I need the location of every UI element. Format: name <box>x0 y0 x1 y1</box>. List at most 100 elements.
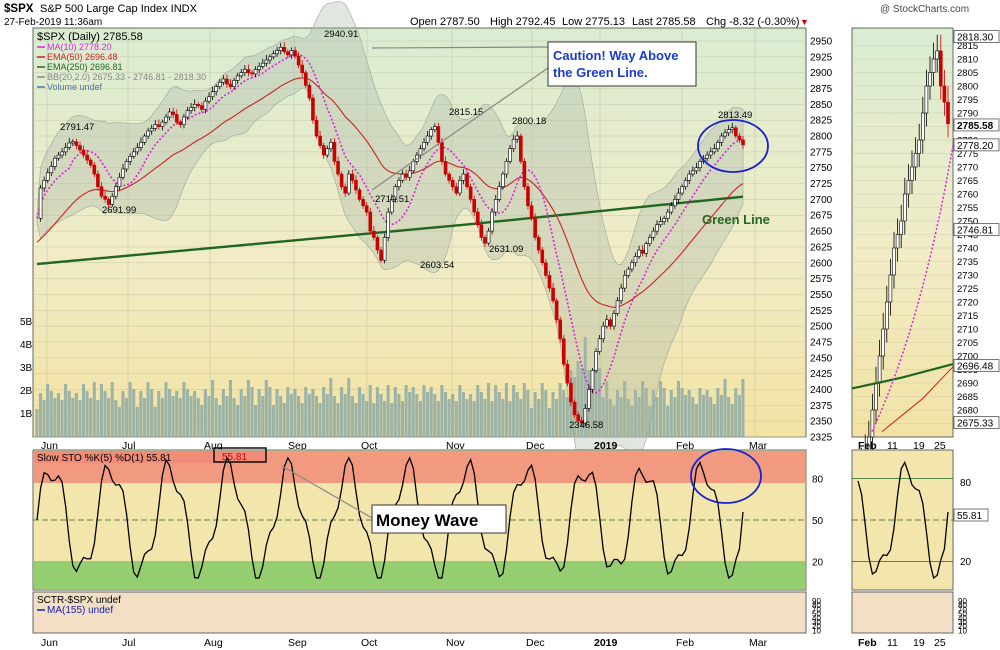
candle-body <box>336 161 340 175</box>
candle-body <box>268 56 272 61</box>
price-point-label: 2603.54 <box>420 260 454 271</box>
volume-bar <box>529 408 534 437</box>
price-tick-label: 2725 <box>810 179 833 190</box>
zoom-tick-label: 2815 <box>957 41 978 52</box>
zoom-tick-label: 2735 <box>957 257 978 268</box>
candle-body <box>637 249 641 257</box>
volume-bar <box>676 381 680 437</box>
volume-bar <box>490 401 494 437</box>
volume-bar <box>293 389 297 437</box>
candle-body <box>644 243 649 254</box>
volume-bar <box>580 368 584 437</box>
candle-body <box>88 159 93 166</box>
volume-bar <box>644 388 648 437</box>
volume-bar <box>74 393 78 437</box>
volume-bar <box>289 394 293 437</box>
candle-body <box>60 151 64 156</box>
volume-bar <box>157 391 161 437</box>
caution-callout-text: the Green Line. <box>553 65 648 80</box>
candle-body <box>698 161 702 169</box>
volume-bar <box>537 399 541 437</box>
volume-bar <box>153 407 157 437</box>
volume-bar <box>203 389 207 437</box>
volume-bar <box>254 405 258 437</box>
candle-body <box>289 50 294 56</box>
volume-bar <box>433 394 437 437</box>
zoom-candle-body <box>870 409 875 438</box>
candle-body <box>554 300 559 321</box>
volume-bar <box>275 389 279 437</box>
zoom-price-flag <box>953 416 1000 430</box>
volume-bar <box>340 387 344 437</box>
volume-bar <box>103 391 107 437</box>
volume-bar <box>132 389 136 437</box>
candle-body <box>400 173 405 181</box>
volume-bar <box>698 388 702 437</box>
volume-bar <box>454 401 458 437</box>
candle-body <box>723 132 727 137</box>
volume-bar <box>114 400 118 437</box>
zoom-candle-body <box>928 72 932 87</box>
zoom-candle-body <box>913 153 918 168</box>
down-arrow-icon: ▼ <box>800 17 809 27</box>
volume-tick-label: 1B <box>20 409 33 420</box>
sctr-tick-label: 10 <box>812 626 821 635</box>
volume-bar <box>651 390 655 437</box>
volume-bar <box>443 392 448 437</box>
candle-body <box>493 199 498 213</box>
candle-body <box>422 142 426 150</box>
volume-bar <box>193 391 197 437</box>
candle-body <box>683 180 688 188</box>
zoom-candle-body <box>931 58 936 73</box>
candle-body <box>501 173 505 188</box>
zoom-candle-body <box>884 301 889 330</box>
sctr-panel <box>32 591 807 634</box>
volume-bar <box>501 399 505 437</box>
candle-body <box>303 72 308 86</box>
candle-body <box>691 170 695 175</box>
volume-bar <box>85 391 89 437</box>
zoom-price-flag-label: 2675.33 <box>957 419 994 430</box>
candle-body <box>662 218 666 222</box>
zoom-candle-body <box>881 328 886 357</box>
volume-bar <box>504 383 508 437</box>
candle-body <box>124 161 129 170</box>
price-tick-label: 2375 <box>810 401 833 412</box>
volume-bar <box>411 387 415 437</box>
volume-bar <box>393 387 397 437</box>
legend-entry: EMA(250) 2696.81 <box>47 62 123 72</box>
volume-bar <box>472 401 476 437</box>
volume-bar <box>322 387 326 437</box>
candle-body <box>210 91 215 98</box>
zoom-tick-label: 2770 <box>957 163 978 174</box>
sctr-tick-label: 50 <box>812 610 821 619</box>
price-point-label: 2346.58 <box>569 420 603 431</box>
volume-bar <box>426 392 430 437</box>
volume-bar <box>164 382 168 437</box>
candle-body <box>350 173 355 181</box>
volume-bar <box>257 389 261 437</box>
volume-bar <box>178 398 182 437</box>
candle-body <box>429 129 434 137</box>
candle-body <box>676 192 681 200</box>
price-tick-label: 2500 <box>810 322 833 333</box>
volume-bar <box>325 394 329 437</box>
volume-bar <box>171 396 175 437</box>
month-label: Sep <box>288 440 307 452</box>
price-tick-label: 2475 <box>810 337 833 348</box>
price-panel <box>32 27 807 438</box>
volume-bar <box>42 400 46 437</box>
volume-bar <box>282 403 286 437</box>
candle-body <box>364 205 369 213</box>
zoom-tick-label: 2740 <box>957 244 978 255</box>
candle-body <box>389 199 394 213</box>
month-label-bottom: Sep <box>288 637 307 649</box>
volume-bar <box>354 403 358 437</box>
volume-bar <box>211 380 215 437</box>
caution-pointer-line <box>371 46 549 49</box>
candle-body <box>393 186 398 200</box>
volume-bar <box>361 394 365 437</box>
volume-bar <box>709 397 713 437</box>
candle-body <box>235 75 240 81</box>
caution-pointer-line <box>371 67 549 191</box>
